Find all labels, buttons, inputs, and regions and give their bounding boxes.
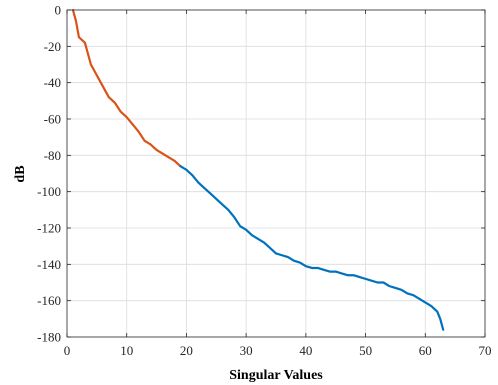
y-tick-label: -40 <box>44 75 61 90</box>
y-tick-label: -180 <box>37 330 61 345</box>
x-tick-label: 10 <box>120 343 133 358</box>
y-tick-label: -120 <box>37 221 61 236</box>
series-line-1 <box>71 8 182 168</box>
y-tick-label: -140 <box>37 257 61 272</box>
x-tick-label: 60 <box>419 343 432 358</box>
x-tick-label: 0 <box>64 343 71 358</box>
series-group <box>71 8 445 331</box>
y-tick-label: -100 <box>37 184 61 199</box>
y-tick-labels: 0 -20 -40 -60 -80 -100 -120 -140 -160 -180 <box>37 3 61 345</box>
series-line-2 <box>179 165 445 331</box>
x-tick-label: 50 <box>359 343 372 358</box>
x-tick-labels: 0 10 20 30 40 50 60 70 <box>64 343 492 358</box>
x-tick-label: 40 <box>299 343 312 358</box>
plot-frame <box>66 9 486 338</box>
y-tick-label: 0 <box>55 3 62 18</box>
grid <box>67 10 485 337</box>
y-tick-label: -160 <box>37 293 61 308</box>
x-tick-label: 30 <box>240 343 253 358</box>
tick-marks <box>66 9 486 338</box>
y-axis-title: dB <box>13 165 28 182</box>
x-tick-label: 70 <box>479 343 492 358</box>
y-tick-label: -80 <box>44 148 61 163</box>
x-axis-title: Singular Values <box>229 368 323 383</box>
y-tick-label: -20 <box>44 39 61 54</box>
x-tick-label: 20 <box>180 343 193 358</box>
y-tick-label: -60 <box>44 112 61 127</box>
